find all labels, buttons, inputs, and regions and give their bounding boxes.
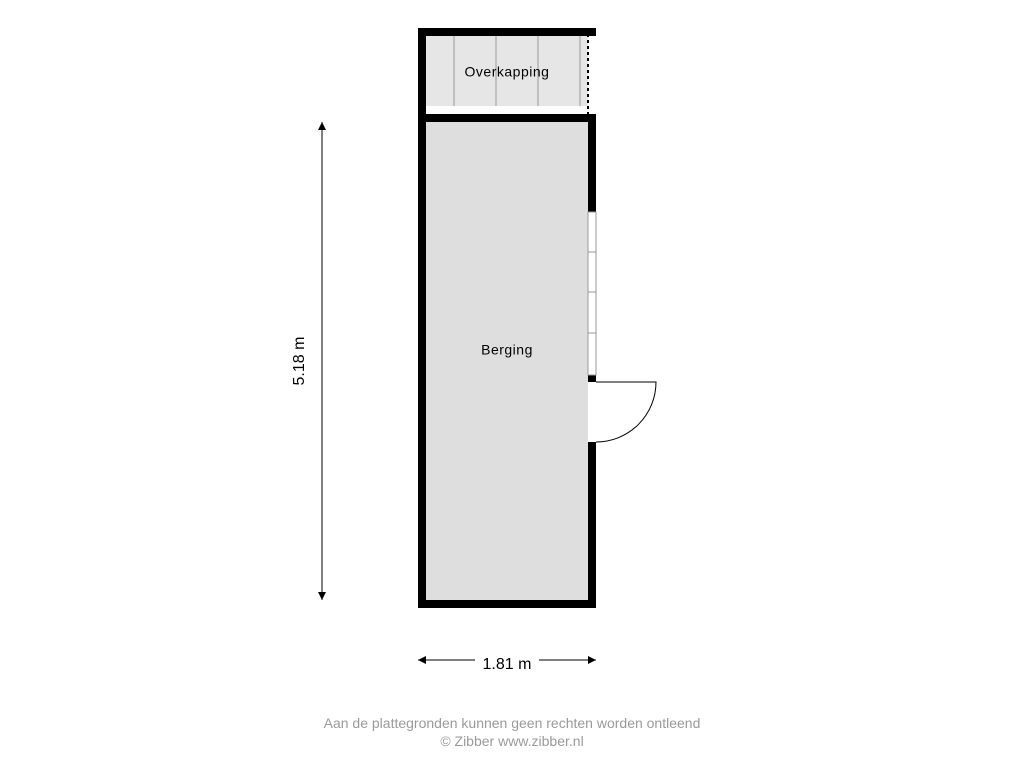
berging-fill — [426, 122, 588, 600]
window — [588, 212, 596, 375]
dim-vertical-label: 5.18 m — [291, 337, 308, 386]
door-swing — [596, 382, 656, 442]
dim-horizontal-label: 1.81 m — [483, 656, 532, 673]
overkapping-label: Overkapping — [465, 64, 550, 80]
berging-label: Berging — [481, 342, 533, 358]
floor-plan: Overkapping Berging 5.18 m 1.81 m Aan de pla… — [0, 0, 1024, 768]
footer-line1: Aan de plattegronden kunnen geen rechten… — [324, 715, 701, 731]
footer-line2: © Zibber www.zibber.nl — [440, 733, 583, 749]
